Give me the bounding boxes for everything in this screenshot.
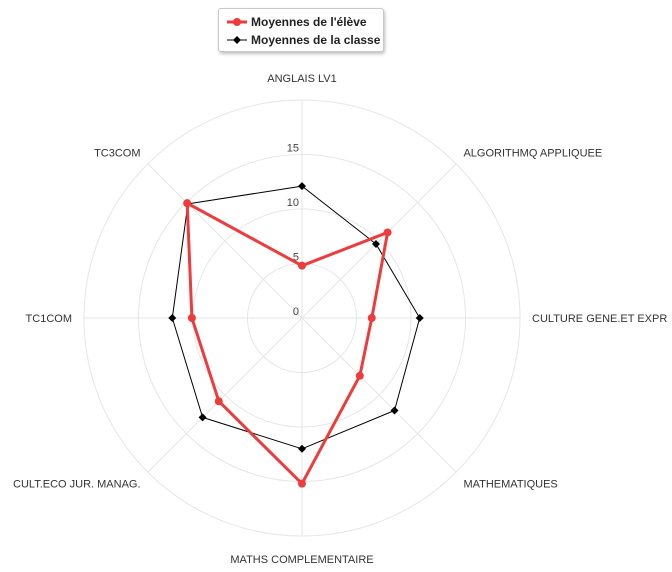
data-point-eleve <box>355 371 364 380</box>
grid-spoke <box>301 163 457 319</box>
legend-item-eleve[interactable]: Moyennes de l'élève <box>227 13 367 31</box>
legend-marker-classe-icon <box>227 36 247 44</box>
axis-label: TC1COM <box>26 313 72 325</box>
legend-marker-eleve-icon <box>227 18 247 26</box>
tick-label: 15 <box>287 143 299 155</box>
data-point-eleve <box>298 479 306 488</box>
grid-spoke <box>301 317 457 473</box>
data-point-classe <box>415 314 424 322</box>
grid-spoke <box>147 163 303 319</box>
data-point-eleve <box>187 314 196 322</box>
axis-label: ANGLAIS LV1 <box>267 73 337 85</box>
data-point-eleve <box>383 228 392 237</box>
data-point-eleve <box>214 397 223 406</box>
data-point-classe <box>168 314 177 322</box>
axis-label: CULTURE GENE.ET EXPR <box>532 313 667 325</box>
grid-spoke <box>147 317 303 473</box>
legend-label-classe: Moyennes de la classe <box>251 33 381 47</box>
data-point-classe <box>298 182 306 191</box>
data-point-eleve <box>367 314 376 322</box>
tick-label: 5 <box>293 252 299 264</box>
data-point-classe <box>298 444 306 453</box>
tick-label: 0 <box>293 306 299 318</box>
axis-label: MATHEMATIQUES <box>463 478 557 490</box>
tick-label: 10 <box>287 197 299 209</box>
data-point-classe <box>198 413 207 422</box>
data-point-eleve <box>298 261 306 270</box>
series-line-eleve <box>185 201 390 486</box>
data-point-classe <box>390 406 399 415</box>
legend: Moyennes de l'élève Moyennes de la class… <box>218 8 384 52</box>
axis-label: TC3COM <box>94 148 140 160</box>
axis-label: ALGORITHMQ APPLIQUEE <box>463 148 602 160</box>
legend-label-eleve: Moyennes de l'élève <box>251 15 367 29</box>
axis-label: CULT.ECO JUR. MANAG. <box>13 478 141 490</box>
axis-label: MATHS COMPLEMENTAIRE <box>230 554 373 566</box>
data-point-classe <box>371 240 380 249</box>
legend-item-classe[interactable]: Moyennes de la classe <box>227 31 380 49</box>
data-point-eleve <box>183 199 192 208</box>
